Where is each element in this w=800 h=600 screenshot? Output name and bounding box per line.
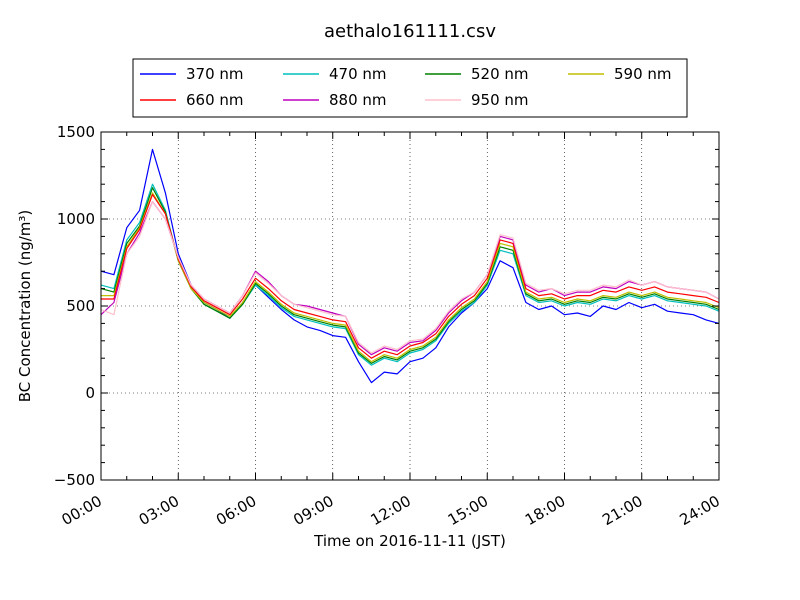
legend-label: 520 nm xyxy=(471,65,529,83)
series-line-590-nm xyxy=(101,192,720,363)
y-tick-label: 1500 xyxy=(57,123,95,141)
legend-label: 590 nm xyxy=(614,65,672,83)
legend-box xyxy=(132,58,688,118)
x-tick-label: 15:00 xyxy=(445,492,491,529)
x-tick-label: 18:00 xyxy=(522,492,568,529)
x-tick-label: 24:00 xyxy=(677,492,723,529)
legend-label: 370 nm xyxy=(186,65,244,83)
series-line-660-nm xyxy=(101,194,720,359)
series-lines xyxy=(100,148,720,384)
series-line-520-nm xyxy=(100,187,720,364)
plot-area: 00:00 03:00 06:00 09:00 12:00 15:00 18:00 21:00… xyxy=(54,123,723,529)
y-tick-label: −500 xyxy=(54,471,95,489)
x-tick-label: 09:00 xyxy=(290,492,336,529)
legend: 370 nm 470 nm 520 nm 590 nm 660 nm 880 nm 950 … xyxy=(132,58,688,118)
x-tick-label: 03:00 xyxy=(136,492,182,529)
legend-label: 660 nm xyxy=(186,91,244,109)
grid xyxy=(101,132,719,480)
legend-label: 470 nm xyxy=(329,65,387,83)
y-axis-title: BC Concentration (ng/m³) xyxy=(16,210,34,403)
y-tick-label: 1000 xyxy=(57,210,95,228)
x-tick-label: 06:00 xyxy=(213,492,259,529)
legend-label: 950 nm xyxy=(471,91,529,109)
y-tick-label: 500 xyxy=(66,297,95,315)
x-tick-label: 12:00 xyxy=(368,492,414,529)
x-tick-label: 21:00 xyxy=(599,492,645,529)
chart-title: aethalo161111.csv xyxy=(324,21,496,42)
series-line-950-nm xyxy=(100,201,720,354)
x-axis-title: Time on 2016-11-11 (JST) xyxy=(313,532,506,550)
legend-label: 880 nm xyxy=(329,91,387,109)
x-tick-label: 00:00 xyxy=(59,492,105,529)
y-tick-label: 0 xyxy=(85,384,95,402)
